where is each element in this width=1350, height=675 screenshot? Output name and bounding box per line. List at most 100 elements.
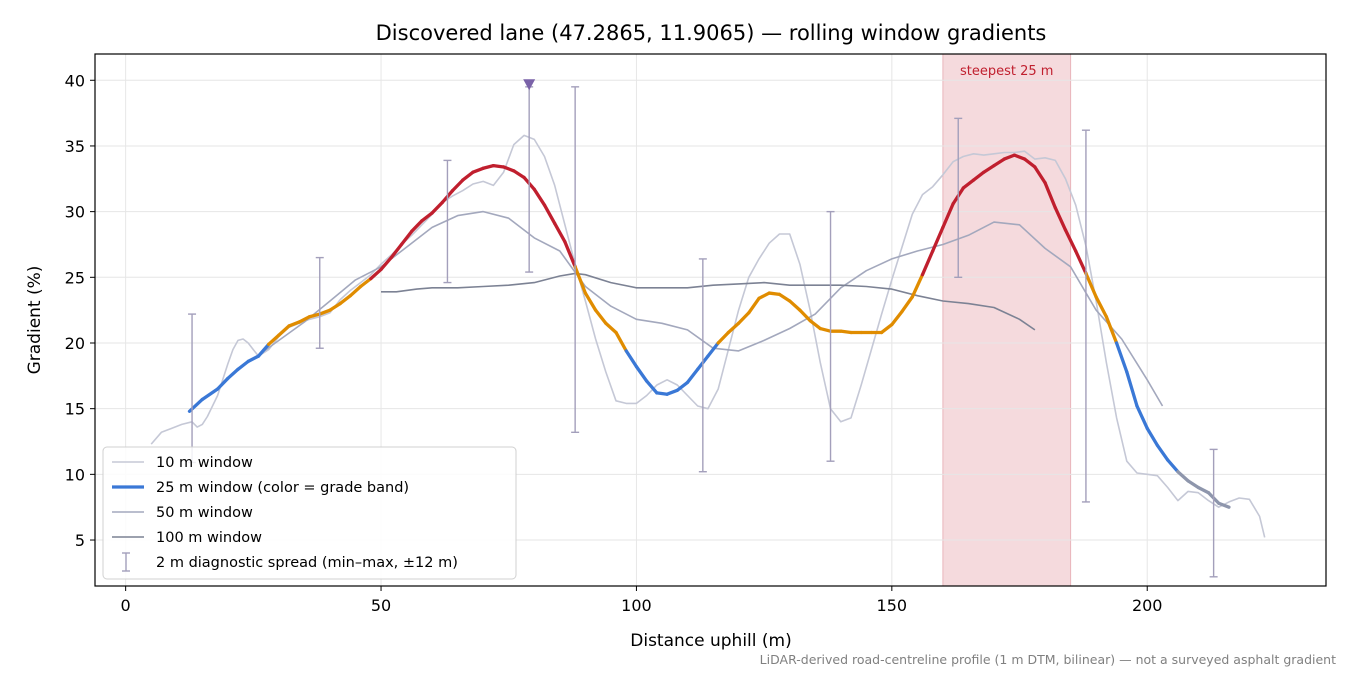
axes-frame	[90, 53, 1327, 591]
series-25m-segment	[532, 187, 547, 207]
error-bars	[188, 86, 1218, 578]
chart-title: Discovered lane (47.2865, 11.9065) — rol…	[376, 21, 1047, 45]
series-25m-segment	[430, 200, 444, 215]
series-25m-segment	[1033, 165, 1047, 185]
x-tick-label: 200	[1132, 596, 1163, 615]
series-25m-segment	[726, 321, 741, 335]
series-25m-segment	[1022, 157, 1037, 169]
series-25m-segment	[1166, 458, 1180, 474]
x-tick-label: 50	[371, 596, 391, 615]
series-25m-segment	[1176, 470, 1190, 483]
series-25m-segment	[1196, 485, 1211, 495]
series-25m-segment	[747, 296, 761, 315]
error-bar	[571, 86, 580, 434]
x-tick-label: 100	[621, 596, 652, 615]
series-25m-segment	[267, 333, 281, 346]
series-25m-segment	[1125, 370, 1139, 408]
series-25m-segment	[767, 291, 782, 297]
series-25m-segment	[389, 242, 404, 260]
series-25m-segment	[226, 367, 240, 381]
series-25m-segment	[685, 367, 700, 385]
series-25m-segment	[307, 312, 322, 319]
series-25m-segment	[573, 265, 588, 295]
series-25m-segment	[675, 380, 690, 392]
grid-lines	[95, 54, 1326, 586]
series-25m-segment	[818, 326, 833, 333]
error-bar	[954, 117, 963, 279]
series-25m-segment	[287, 320, 301, 328]
legend-label-25m: 25 m window (color = grade band)	[156, 480, 409, 496]
series-25m-segment	[236, 359, 250, 371]
series-25m-segment	[215, 376, 230, 391]
series-25m-segment	[961, 178, 976, 190]
series-25m-segment	[665, 388, 679, 396]
series-25m-segment	[1002, 153, 1017, 161]
series-25m-segment	[1094, 295, 1109, 319]
series-25m-segment	[1114, 341, 1129, 374]
y-tick-label: 20	[65, 334, 85, 353]
y-tick-label: 15	[65, 400, 85, 419]
series-25m-segment	[808, 319, 822, 331]
y-tick-label: 40	[65, 71, 85, 90]
error-bar	[1209, 448, 1218, 578]
series-25m-segment	[338, 294, 353, 306]
series-25m-segment	[931, 225, 945, 253]
series-25m-segment	[941, 202, 955, 230]
error-bar	[826, 210, 835, 462]
series-25m-segment	[1145, 426, 1160, 448]
series-25m-segment	[1043, 181, 1057, 210]
legend-label-10m: 10 m window	[156, 455, 253, 471]
series-25m-segment	[1155, 443, 1170, 462]
series-25m-segment	[982, 164, 996, 174]
series-25m-segment	[757, 291, 771, 300]
series-25m-segment	[256, 342, 271, 358]
series-25m-segment	[910, 273, 925, 299]
series-25m-segment	[1053, 206, 1068, 232]
series-25m-segment	[1063, 228, 1078, 253]
axes-border	[94, 53, 1327, 587]
series-25m-segment	[297, 315, 312, 324]
series-25m-segment	[246, 354, 261, 364]
series-25m-segment	[348, 284, 363, 298]
y-tick-label: 35	[65, 137, 85, 156]
series-25m-segment	[200, 387, 220, 402]
series-25m-segment	[879, 322, 894, 335]
x-tick-label: 150	[877, 596, 908, 615]
steepest-band	[942, 53, 1072, 587]
y-tick-label: 10	[65, 465, 85, 484]
legend-label-100m: 100 m window	[156, 530, 262, 546]
series-25m-segment	[501, 165, 516, 173]
y-tick-label: 30	[65, 203, 85, 222]
series-25m-segment	[1135, 404, 1149, 431]
steepest-label: steepest 25 m	[960, 64, 1053, 79]
series-25m-segment	[593, 308, 608, 325]
series-25m-segment	[512, 169, 526, 180]
steepest-highlight-band: steepest 25 m	[942, 53, 1072, 587]
series-100m-line	[381, 272, 1036, 331]
series-25m-segment	[798, 308, 812, 323]
x-tick-label: 0	[121, 596, 131, 615]
series-25m-segment	[369, 267, 383, 281]
series-25m-segment	[583, 291, 598, 312]
series-25m-segment	[471, 166, 485, 174]
series-25m-segment	[328, 301, 342, 312]
series-25m-segment	[604, 321, 618, 335]
y-tick-label: 5	[75, 531, 85, 550]
legend: 10 m window 25 m window (color = grade b…	[102, 446, 517, 580]
series-25m-segment	[1104, 315, 1119, 345]
x-axis-label: Distance uphill (m)	[630, 631, 791, 651]
error-bar	[1081, 129, 1090, 503]
series-25m-segment	[481, 164, 496, 170]
series-25m-segment	[1074, 249, 1088, 276]
peak-marker	[523, 79, 536, 91]
series-25m-segment	[542, 203, 557, 226]
legend-swatch-spread	[122, 552, 130, 572]
series-25m-segment	[563, 240, 577, 269]
series-25m-segment	[318, 308, 332, 316]
series-25m-segment	[358, 276, 373, 289]
series-25m-segment	[399, 229, 414, 247]
series-25m-segment	[491, 164, 506, 169]
series-25m-segment	[788, 299, 802, 312]
series-lines	[150, 134, 1266, 538]
